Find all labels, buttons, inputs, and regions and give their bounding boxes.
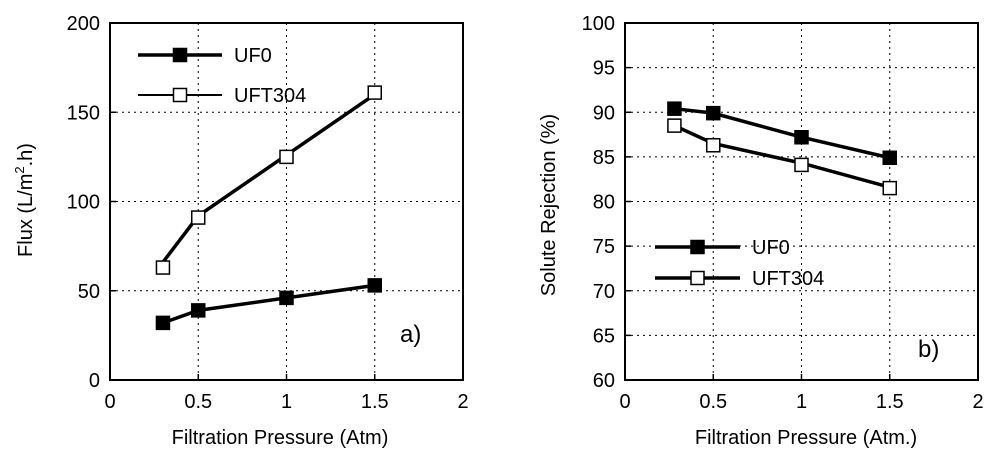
flux-series-uf0-line — [162, 283, 375, 325]
rejection-series — [667, 101, 897, 196]
rejection-legend-label-uf0: UF0 — [752, 237, 790, 259]
rejection-legend: UF0 UFT304 — [655, 237, 824, 290]
rejection-series-uft304 — [667, 118, 897, 196]
rejection-grid — [625, 23, 978, 380]
flux-series — [155, 85, 382, 331]
flux-y-tick-label: 150 — [67, 102, 100, 124]
flux-y-axis-title-part1: Flux (L/m — [15, 174, 37, 257]
flux-legend-item-uf0: UF0 — [138, 45, 272, 67]
flux-legend-label-uf0: UF0 — [234, 45, 272, 67]
rejection-y-tick-label: 100 — [582, 13, 615, 35]
rejection-legend-item-uf0: UF0 — [655, 237, 790, 259]
rejection-panel-label: b) — [918, 336, 939, 363]
flux-x-tick-label: 2 — [457, 391, 468, 413]
flux-x-tick-label: 1 — [281, 391, 292, 413]
flux-legend-marker-uft304 — [172, 87, 188, 103]
rejection-y-tick-label: 80 — [593, 192, 615, 214]
flux-legend-marker-uf0 — [172, 47, 188, 63]
rejection-series-uft304-point — [706, 138, 721, 153]
flux-axis-ticks: 0 0.5 1 1.5 2 0 50 100 150 200 — [67, 13, 469, 413]
rejection-x-tick-label: 0 — [619, 391, 630, 413]
rejection-series-uf0-line — [674, 106, 891, 160]
flux-series-uft304-point — [279, 149, 294, 165]
flux-series-uf0-point — [155, 315, 171, 331]
flux-y-tick-label: 50 — [78, 281, 100, 303]
rejection-x-axis-title: Filtration Pressure (Atm.) — [695, 427, 917, 449]
rejection-y-tick-label: 95 — [593, 58, 615, 80]
flux-legend: UF0 UFT304 — [138, 45, 306, 107]
flux-series-uft304-point — [191, 210, 206, 225]
rejection-series-uf0-point — [667, 101, 682, 116]
flux-x-axis-title: Filtration Pressure (Atm) — [172, 427, 389, 449]
flux-series-uf0-point — [191, 303, 206, 318]
rejection-x-tick-label: 1.5 — [876, 391, 904, 413]
rejection-chart: 0 0.5 1 1.5 2 60 65 70 75 80 85 90 95 100 UF0 UFT304 F… — [538, 13, 984, 449]
rejection-legend-marker-uft304 — [690, 270, 705, 286]
rejection-series-uft304-line — [673, 124, 891, 189]
flux-y-axis-title-part2: .h) — [15, 143, 37, 166]
flux-series-uft304-point — [367, 85, 382, 100]
flux-series-uf0-point — [367, 278, 382, 293]
flux-legend-item-uft304: UFT304 — [138, 85, 306, 107]
rejection-series-uf0-point — [882, 150, 897, 166]
flux-y-tick-label: 0 — [89, 370, 100, 392]
rejection-y-tick-label: 90 — [593, 102, 615, 124]
rejection-y-tick-label: 75 — [593, 236, 615, 258]
rejection-x-tick-label: 0.5 — [699, 391, 727, 413]
flux-series-uft304 — [155, 85, 382, 275]
flux-x-tick-label: 1.5 — [361, 391, 389, 413]
rejection-series-uft304-point — [667, 118, 682, 133]
flux-y-tick-label: 100 — [67, 192, 100, 214]
flux-panel-label: a) — [400, 321, 421, 348]
flux-y-axis-title: Flux (L/m2.h) — [12, 143, 37, 257]
rejection-y-axis-title: Solute Rejection (%) — [538, 114, 560, 296]
rejection-series-uf0 — [667, 101, 897, 166]
flux-legend-label-uft304: UFT304 — [234, 85, 306, 107]
rejection-series-uft304-point — [882, 180, 897, 196]
rejection-series-uf0-point — [794, 129, 809, 145]
rejection-y-tick-label: 60 — [593, 370, 615, 392]
rejection-y-tick-label: 70 — [593, 281, 615, 303]
flux-series-uf0-point — [279, 290, 294, 306]
flux-series-uft304-line — [161, 92, 376, 264]
rejection-series-uft304-point — [794, 157, 809, 173]
rejection-legend-label-uft304: UFT304 — [752, 268, 824, 290]
flux-series-uft304-point — [155, 260, 171, 275]
flux-chart: 0 0.5 1 1.5 2 0 50 100 150 200 UF0 UFT304 Filtrati… — [12, 13, 469, 449]
rejection-series-uf0-point — [706, 105, 721, 121]
flux-grid — [110, 23, 463, 380]
rejection-x-tick-label: 1 — [796, 391, 807, 413]
rejection-legend-item-uft304: UFT304 — [655, 268, 824, 290]
rejection-y-tick-label: 65 — [593, 325, 615, 347]
rejection-y-tick-label: 85 — [593, 147, 615, 169]
flux-series-uf0 — [155, 278, 382, 331]
flux-x-tick-label: 0.5 — [184, 391, 212, 413]
flux-y-tick-label: 200 — [67, 13, 100, 35]
rejection-legend-marker-uf0 — [690, 239, 705, 255]
flux-y-axis-title-superscript: 2 — [12, 166, 27, 173]
flux-x-tick-label: 0 — [104, 391, 115, 413]
rejection-axis-ticks: 0 0.5 1 1.5 2 60 65 70 75 80 85 90 95 100 — [582, 13, 984, 413]
rejection-x-tick-label: 2 — [972, 391, 983, 413]
